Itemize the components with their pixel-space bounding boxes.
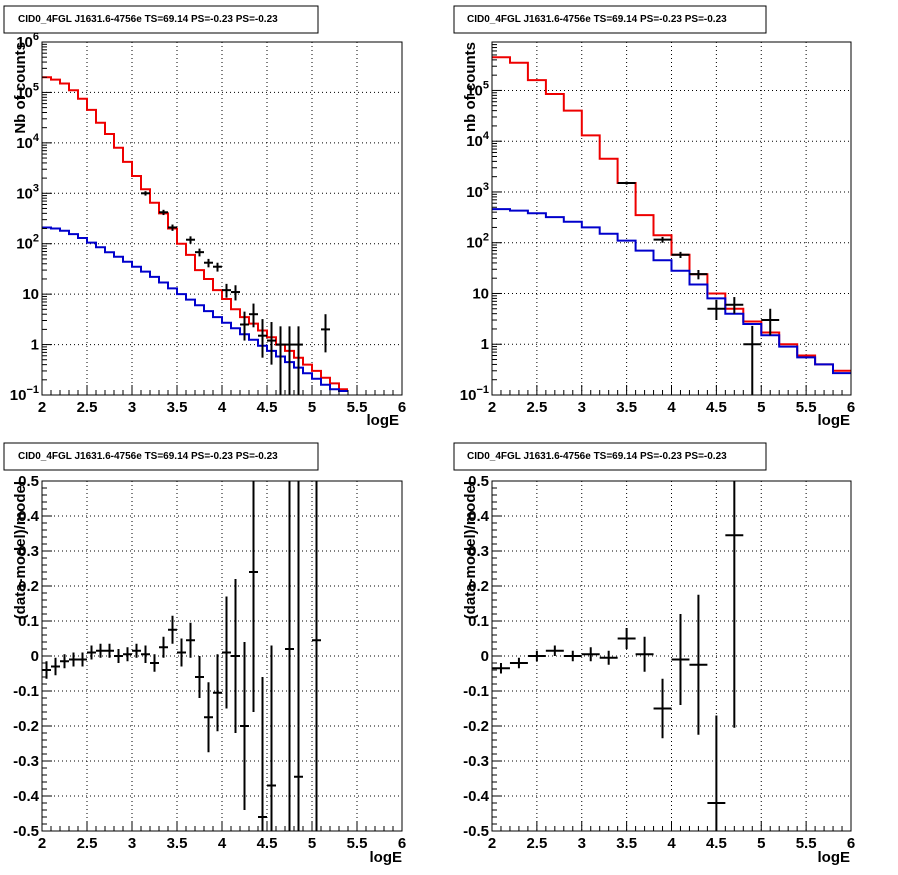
- y-tick-base: 10: [466, 184, 483, 201]
- x-tick-label: 6: [398, 399, 406, 416]
- y-tick-exponent: 4: [33, 132, 40, 144]
- y-tick-label: -0.3: [463, 753, 489, 770]
- y-axis-title: Nb of counts: [12, 42, 29, 134]
- background: [0, 0, 898, 875]
- y-axis-title: (data-model)/model: [12, 481, 29, 619]
- x-tick-label: 2: [488, 835, 496, 852]
- x-tick-label: 3: [578, 835, 586, 852]
- x-tick-label: 4: [667, 835, 676, 852]
- y-tick-exponent: −1: [26, 384, 39, 396]
- y-tick-exponent: 6: [33, 31, 39, 43]
- x-tick-label: 4.5: [257, 399, 278, 416]
- x-axis-title: logE: [818, 849, 851, 866]
- x-tick-label: 2.5: [77, 835, 98, 852]
- x-axis-title: logE: [370, 849, 403, 866]
- y-tick-label: 1: [481, 336, 489, 353]
- y-tick-base: 10: [16, 236, 33, 253]
- x-tick-label: 5: [757, 399, 765, 416]
- panel-title: CID0_4FGL J1631.6-4756e TS=69.14 PS=-0.2…: [18, 14, 278, 25]
- x-tick-label: 3: [578, 399, 586, 416]
- y-tick-label: -0.2: [463, 718, 489, 735]
- x-tick-label: 4: [218, 399, 227, 416]
- x-tick-label: 2.5: [77, 399, 98, 416]
- y-tick-exponent: 5: [33, 81, 39, 93]
- chart-canvas: CID0_4FGL J1631.6-4756e TS=69.14 PS=-0.2…: [0, 0, 898, 875]
- x-tick-label: 2: [38, 399, 46, 416]
- y-tick-base: 10: [16, 185, 33, 202]
- y-tick-label: -0.2: [13, 718, 39, 735]
- x-tick-label: 3.5: [167, 399, 188, 416]
- y-tick-label: 10: [472, 285, 489, 302]
- x-tick-label: 5.5: [796, 835, 817, 852]
- x-tick-label: 5: [308, 835, 316, 852]
- x-tick-label: 2.5: [526, 835, 547, 852]
- y-tick-base: 10: [460, 387, 477, 404]
- y-tick-exponent: 2: [483, 232, 489, 244]
- x-tick-label: 4.5: [706, 835, 727, 852]
- y-axis-title: nb of counts: [462, 42, 479, 132]
- y-tick-base: 10: [16, 135, 33, 152]
- x-tick-label: 5: [757, 835, 765, 852]
- x-tick-label: 3.5: [167, 835, 188, 852]
- panel-title: CID0_4FGL J1631.6-4756e TS=69.14 PS=-0.2…: [18, 451, 278, 462]
- y-tick-exponent: 4: [483, 130, 490, 142]
- y-tick-exponent: 3: [483, 181, 489, 193]
- y-tick-label: 0: [31, 648, 39, 665]
- x-tick-label: 2: [488, 399, 496, 416]
- x-tick-label: 4.5: [257, 835, 278, 852]
- x-tick-label: 4: [218, 835, 227, 852]
- x-tick-label: 5.5: [347, 399, 368, 416]
- x-tick-label: 3.5: [616, 399, 637, 416]
- y-tick-label: 10: [22, 286, 39, 303]
- y-tick-base: 10: [466, 235, 483, 252]
- x-tick-label: 3: [128, 399, 136, 416]
- x-tick-label: 3: [128, 835, 136, 852]
- x-axis-title: logE: [367, 412, 400, 429]
- y-tick-label: -0.4: [13, 788, 40, 805]
- y-tick-label: -0.1: [463, 683, 489, 700]
- x-axis-title: logE: [818, 412, 851, 429]
- x-tick-label: 4: [667, 399, 676, 416]
- x-tick-label: 5: [308, 399, 316, 416]
- y-tick-label: -0.5: [463, 823, 489, 840]
- y-tick-base: 10: [466, 133, 483, 150]
- y-tick-label: -0.5: [13, 823, 39, 840]
- y-tick-exponent: 3: [33, 182, 39, 194]
- y-tick-label: -0.4: [463, 788, 490, 805]
- y-tick-base: 10: [10, 387, 27, 404]
- x-tick-label: 2: [38, 835, 46, 852]
- panel-title: CID0_4FGL J1631.6-4756e TS=69.14 PS=-0.2…: [467, 451, 727, 462]
- x-tick-label: 4.5: [706, 399, 727, 416]
- y-tick-exponent: 2: [33, 233, 39, 245]
- y-tick-label: 0: [481, 648, 489, 665]
- panel-title: CID0_4FGL J1631.6-4756e TS=69.14 PS=-0.2…: [467, 14, 727, 25]
- x-tick-label: 3.5: [616, 835, 637, 852]
- x-tick-label: 5.5: [796, 399, 817, 416]
- y-tick-label: 1: [31, 337, 39, 354]
- y-tick-label: -0.3: [13, 753, 39, 770]
- x-tick-label: 5.5: [347, 835, 368, 852]
- x-tick-label: 2.5: [526, 399, 547, 416]
- y-tick-exponent: −1: [476, 384, 489, 396]
- y-axis-title: (data-model)/model: [462, 481, 479, 619]
- y-tick-exponent: 5: [483, 79, 489, 91]
- y-tick-label: -0.1: [13, 683, 39, 700]
